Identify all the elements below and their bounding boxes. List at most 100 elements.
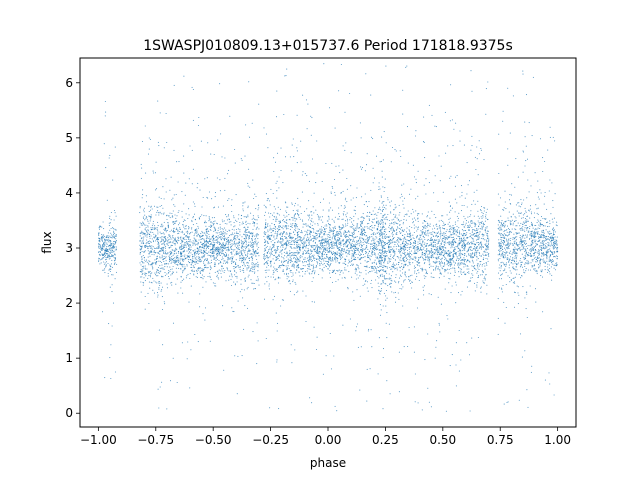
- data-point: [286, 212, 288, 214]
- data-point: [267, 235, 270, 237]
- data-point: [311, 255, 313, 257]
- data-point: [344, 205, 346, 207]
- data-point: [357, 277, 359, 279]
- data-point: [346, 231, 348, 233]
- data-point: [222, 258, 224, 260]
- data-point: [257, 270, 259, 272]
- data-point: [192, 265, 194, 267]
- data-point: [278, 259, 280, 261]
- data-point: [320, 242, 322, 244]
- data-point: [264, 248, 266, 250]
- data-point: [102, 243, 105, 245]
- data-point: [226, 219, 228, 221]
- data-point: [249, 253, 251, 255]
- data-point: [240, 158, 242, 160]
- data-point: [359, 389, 361, 391]
- data-point: [367, 227, 369, 229]
- data-point: [173, 194, 175, 196]
- data-point: [110, 211, 112, 214]
- data-point: [255, 234, 257, 236]
- data-point: [328, 249, 331, 252]
- data-point: [326, 234, 328, 236]
- data-point: [250, 279, 252, 281]
- data-point: [178, 210, 180, 212]
- data-point: [208, 240, 210, 243]
- data-point: [98, 246, 100, 248]
- data-point: [171, 284, 173, 286]
- data-point: [304, 230, 306, 232]
- data-point: [348, 236, 350, 238]
- data-point: [304, 273, 306, 275]
- data-point: [336, 253, 338, 255]
- data-point: [173, 261, 175, 264]
- data-point: [344, 267, 346, 269]
- data-point: [251, 238, 253, 240]
- data-point: [294, 212, 296, 215]
- data-point: [311, 260, 313, 262]
- data-point: [100, 239, 102, 241]
- data-point: [108, 254, 110, 256]
- data-point: [471, 241, 473, 243]
- data-point: [143, 209, 145, 211]
- data-point: [139, 271, 141, 273]
- data-point: [146, 236, 148, 238]
- data-point: [221, 219, 223, 221]
- data-point: [178, 246, 181, 249]
- data-point: [239, 234, 241, 236]
- data-point: [99, 246, 101, 248]
- data-point: [141, 224, 143, 226]
- data-point: [164, 274, 166, 276]
- data-point: [110, 344, 112, 346]
- data-point: [216, 258, 219, 261]
- data-point: [238, 252, 240, 254]
- data-point: [167, 240, 169, 242]
- data-point: [358, 243, 360, 245]
- data-point: [176, 260, 178, 262]
- data-point: [292, 138, 294, 140]
- data-point: [199, 270, 201, 272]
- data-point: [174, 250, 176, 252]
- data-point: [168, 242, 170, 244]
- data-point: [254, 223, 256, 225]
- data-point: [111, 237, 113, 239]
- data-point: [337, 233, 339, 235]
- data-point: [314, 242, 316, 244]
- data-point: [298, 215, 300, 217]
- data-point: [286, 233, 288, 235]
- data-point: [290, 233, 292, 235]
- data-point: [162, 344, 164, 346]
- data-point: [282, 225, 284, 227]
- data-point: [378, 252, 381, 254]
- data-point: [193, 203, 196, 205]
- data-point: [321, 255, 323, 257]
- data-point: [182, 232, 184, 234]
- data-point: [294, 234, 296, 236]
- data-point: [294, 254, 296, 256]
- data-point: [175, 217, 177, 219]
- data-point: [205, 244, 207, 246]
- data-point: [355, 269, 357, 271]
- data-point: [139, 232, 141, 234]
- data-point: [218, 259, 220, 262]
- data-point: [324, 245, 326, 247]
- data-point: [157, 225, 159, 227]
- data-point: [362, 242, 364, 244]
- data-point: [204, 222, 206, 224]
- data-point: [341, 249, 344, 251]
- data-point: [353, 237, 355, 239]
- data-point: [344, 199, 346, 201]
- data-point: [171, 281, 173, 283]
- data-point: [183, 244, 185, 246]
- data-point: [328, 264, 330, 266]
- data-point: [114, 278, 116, 280]
- data-point: [383, 292, 385, 294]
- data-point: [306, 229, 309, 231]
- data-point: [174, 259, 176, 261]
- data-point: [155, 260, 157, 263]
- data-point: [240, 239, 242, 241]
- data-point: [296, 237, 298, 240]
- data-point: [145, 268, 147, 270]
- data-point: [267, 229, 269, 231]
- data-point: [288, 255, 290, 257]
- data-point: [242, 256, 245, 258]
